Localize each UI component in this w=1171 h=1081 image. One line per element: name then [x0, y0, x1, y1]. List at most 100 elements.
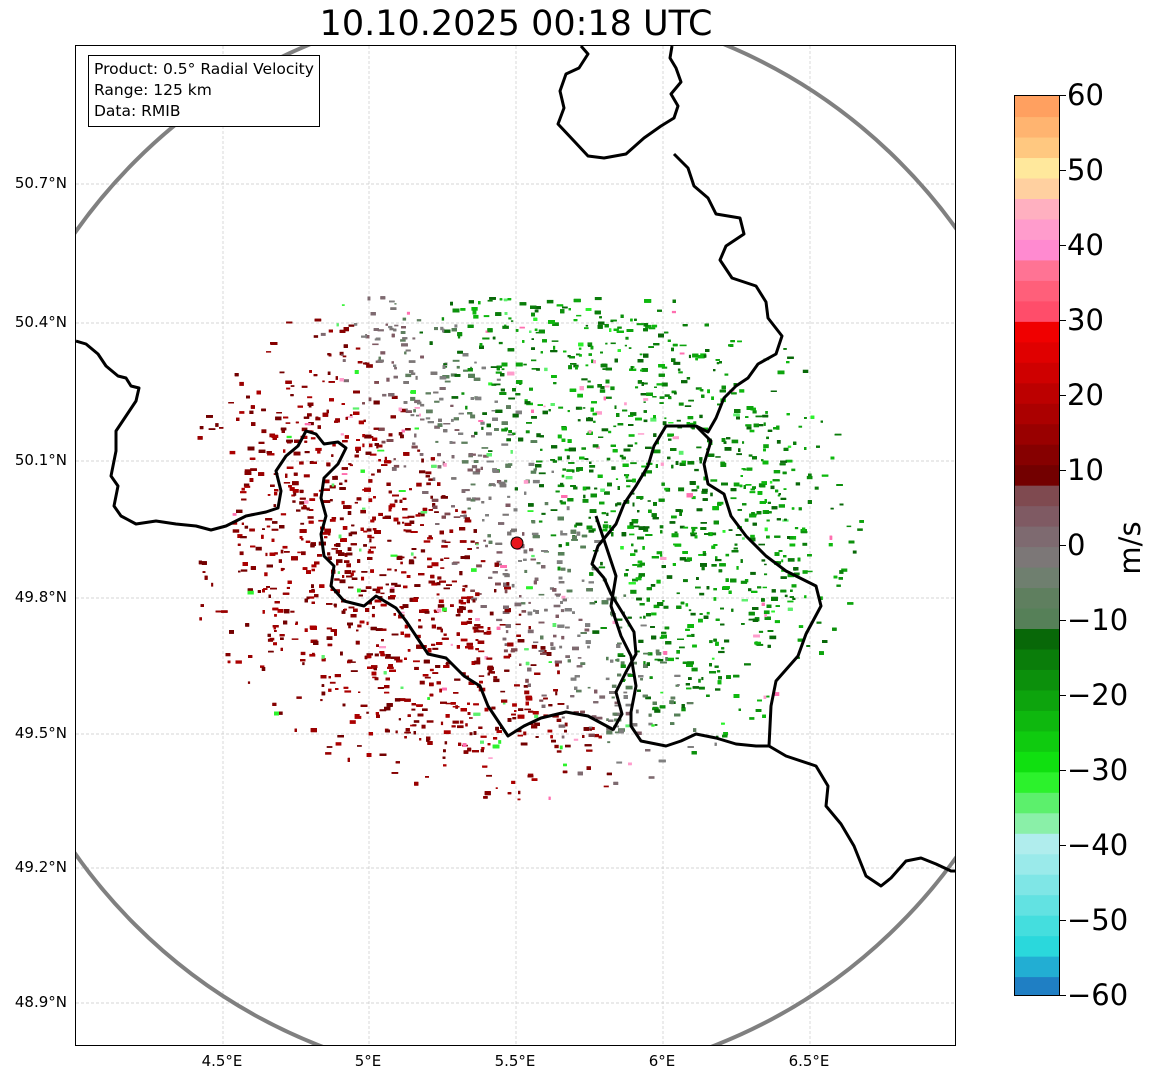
echo-pixel — [394, 324, 399, 327]
echo-pixel — [451, 418, 454, 422]
echo-pixel — [511, 780, 516, 784]
echo-pixel — [399, 698, 406, 702]
echo-pixel — [567, 410, 570, 413]
echo-pixel — [354, 714, 360, 717]
echo-pixel — [389, 588, 395, 593]
echo-pixel — [688, 354, 691, 359]
echo-pixel — [602, 524, 609, 529]
echo-pixel — [515, 623, 521, 626]
echo-pixel — [679, 646, 685, 649]
echo-pixel — [730, 497, 737, 500]
echo-pixel — [795, 482, 801, 486]
echo-pixel — [538, 472, 546, 475]
echo-pixel — [430, 495, 433, 499]
echo-pixel — [798, 425, 803, 428]
echo-pixel — [572, 469, 575, 473]
echo-pixel — [610, 342, 616, 345]
echo-pixel — [535, 306, 541, 310]
echo-pixel — [710, 492, 713, 497]
echo-pixel — [602, 528, 608, 532]
echo-pixel — [480, 735, 487, 738]
echo-pixel — [297, 551, 301, 554]
echo-pixel — [857, 528, 863, 531]
echo-pixel — [274, 552, 278, 555]
echo-pixel — [481, 447, 489, 449]
echo-pixel — [470, 498, 476, 502]
echo-pixel — [673, 361, 681, 365]
echo-pixel — [436, 626, 442, 630]
echo-pixel — [350, 670, 358, 672]
echo-pixel — [322, 380, 325, 383]
echo-pixel — [765, 411, 768, 414]
echo-pixel — [286, 435, 292, 439]
echo-pixel — [379, 574, 387, 577]
echo-pixel — [604, 491, 610, 495]
echo-pixel — [659, 396, 665, 399]
echo-pixel — [555, 663, 559, 667]
echo-pixel — [802, 570, 808, 574]
echo-pixel — [307, 516, 314, 519]
echo-pixel — [239, 411, 245, 414]
echo-pixel — [614, 405, 617, 409]
echo-pixel — [371, 613, 375, 618]
echo-pixel — [749, 491, 756, 494]
echo-pixel — [523, 480, 529, 484]
echo-pixel — [764, 573, 768, 576]
echo-pixel — [625, 724, 630, 728]
echo-pixel — [518, 613, 522, 616]
echo-pixel — [828, 543, 833, 547]
echo-pixel — [372, 343, 379, 346]
echo-pixel — [408, 560, 415, 565]
echo-pixel — [559, 645, 563, 649]
echo-pixel — [588, 726, 593, 730]
echo-pixel — [419, 738, 422, 741]
echo-pixel — [536, 562, 541, 565]
echo-pixel — [324, 536, 328, 539]
echo-pixel — [493, 678, 500, 683]
echo-pixel — [565, 542, 570, 546]
echo-pixel — [339, 517, 344, 521]
echo-pixel — [369, 536, 375, 539]
echo-pixel — [374, 381, 379, 384]
echo-pixel — [391, 582, 398, 586]
echo-pixel — [410, 552, 414, 556]
echo-pixel — [556, 718, 562, 722]
echo-pixel — [650, 584, 656, 587]
echo-pixel — [637, 433, 645, 435]
echo-pixel — [531, 532, 539, 535]
echo-pixel — [488, 757, 493, 759]
echo-pixel — [739, 389, 745, 393]
echo-pixel — [650, 417, 657, 422]
echo-pixel — [454, 324, 458, 328]
echo-pixel — [798, 507, 802, 511]
echo-pixel — [575, 406, 582, 410]
echo-pixel — [542, 410, 548, 415]
echo-pixel — [425, 417, 431, 420]
radar-map[interactable] — [75, 45, 956, 1046]
echo-pixel — [611, 684, 617, 688]
echo-pixel — [761, 481, 767, 485]
echo-pixel — [566, 455, 570, 460]
echo-pixel — [620, 661, 625, 665]
echo-pixel — [594, 600, 597, 603]
echo-pixel — [495, 726, 499, 731]
echo-pixel — [301, 427, 308, 432]
echo-pixel — [614, 731, 622, 734]
echo-pixel — [769, 480, 773, 484]
echo-pixel — [496, 618, 503, 622]
echo-pixel — [806, 475, 813, 480]
echo-pixel — [345, 416, 348, 420]
echo-pixel — [661, 366, 668, 369]
echo-pixel — [687, 461, 695, 465]
echo-pixel — [384, 456, 387, 461]
echo-pixel — [347, 547, 352, 551]
echo-pixel — [327, 556, 332, 560]
echo-pixel — [543, 405, 546, 408]
echo-pixel — [770, 390, 777, 392]
echo-pixel — [471, 497, 476, 500]
echo-pixel — [285, 422, 291, 424]
echo-pixel — [300, 651, 306, 656]
echo-pixel — [581, 378, 588, 381]
echo-pixel — [798, 625, 804, 628]
echo-pixel — [455, 509, 458, 512]
